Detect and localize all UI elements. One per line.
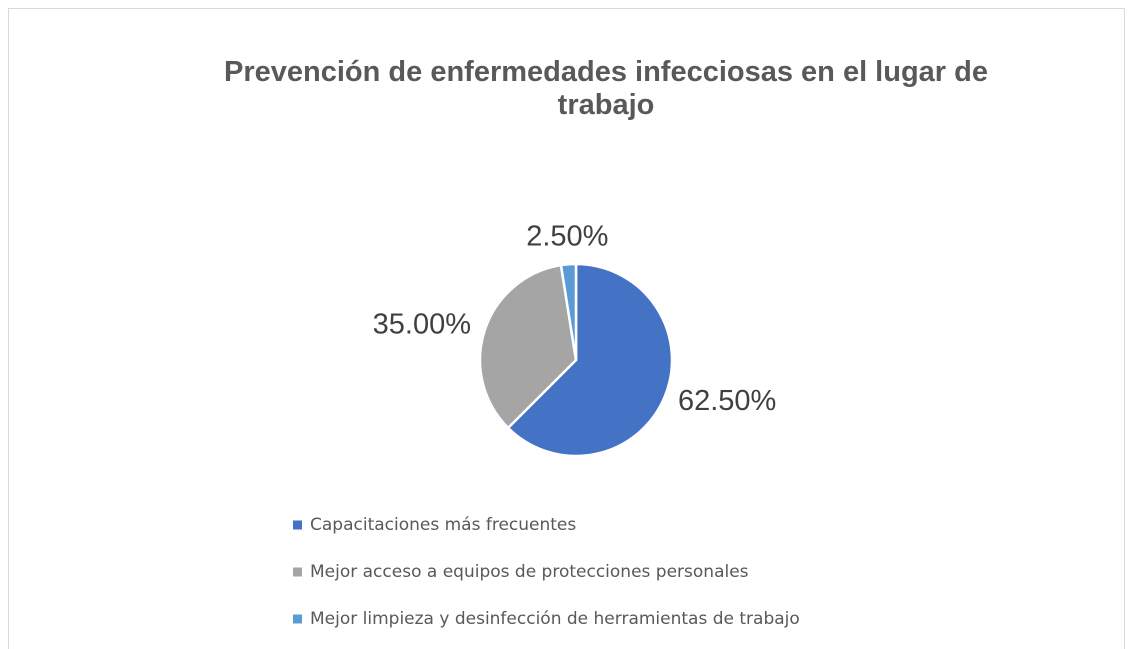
pie-slice xyxy=(478,263,578,430)
legend-label: Capacitaciones más frecuentes xyxy=(310,515,576,535)
chart-frame xyxy=(8,8,1125,649)
legend-label: Mejor limpieza y desinfección de herrami… xyxy=(310,609,800,629)
legend-swatch xyxy=(293,520,302,530)
data-label: 62.50% xyxy=(678,385,776,417)
data-label: 2.50% xyxy=(526,221,608,253)
legend-swatch xyxy=(293,567,302,577)
chart-title: Prevención de enfermedades infecciosas e… xyxy=(224,56,988,121)
data-label: 35.00% xyxy=(373,309,471,341)
pie-slice xyxy=(506,262,674,458)
legend-label: Mejor acceso a equipos de protecciones p… xyxy=(310,562,749,582)
pie-slice xyxy=(559,262,578,361)
legend-swatch xyxy=(293,614,302,624)
